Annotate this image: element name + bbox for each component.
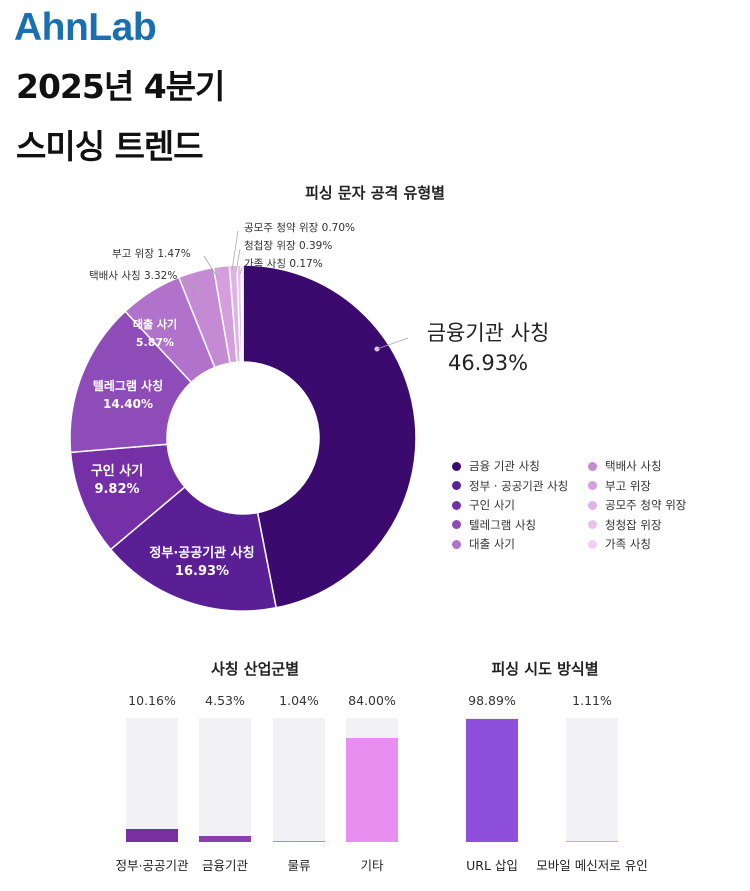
legend-item: 구인 사기 (452, 497, 515, 513)
donut-slice (69, 310, 193, 454)
leader-line (231, 230, 239, 271)
legend-item: 정부 · 공공기관 사칭 (452, 478, 568, 494)
bar-track (273, 718, 325, 842)
legend-swatch (588, 461, 597, 471)
bar (466, 719, 518, 842)
bar-track (466, 718, 518, 842)
donut-slice (240, 264, 244, 363)
bar (566, 840, 618, 842)
legend-swatch (588, 539, 597, 549)
slice-outside-label: 부고 위장 1.47% (112, 247, 191, 260)
legend-swatch (588, 520, 597, 529)
legend-swatch (452, 539, 461, 549)
legend-label: 부고 위장 (605, 478, 651, 493)
legend-label: 구인 사기 (469, 498, 515, 512)
slice-value-label: 14.40% (103, 397, 153, 411)
legend-item: 텔레그램 사칭 (452, 517, 536, 533)
legend-item: 가족 사칭 (588, 536, 651, 552)
bar-track (199, 718, 251, 842)
bar (199, 836, 251, 842)
slice-value-label: 46.93% (448, 351, 528, 375)
brand-logo: AhnLab (14, 6, 157, 49)
bar (346, 737, 398, 842)
bar-track (566, 718, 618, 842)
slice-outside-label: 가족 사칭 0.17% (244, 258, 323, 270)
bar-track (126, 718, 178, 842)
legend-item: 대출 사기 (452, 536, 515, 552)
bar (126, 829, 178, 842)
slice-label: 구인 사기 (91, 463, 143, 479)
leader-line (235, 248, 241, 273)
slice-label: 대출 사기 (133, 317, 177, 331)
page-title-line1: 2025년 4분기 (16, 67, 225, 106)
legend-label: 금융 기관 사칭 (469, 459, 540, 473)
donut-slice (109, 485, 278, 612)
legend-item: 부고 위장 (588, 478, 651, 494)
bar-category-label: 물류 (287, 858, 311, 873)
legend-item: 택배사 사칭 (588, 458, 662, 474)
legend-item: 공모주 청약 위장 (588, 497, 686, 513)
callout-line (376, 337, 409, 350)
bar-category-label: 모바일 메신저로 유인 (536, 858, 648, 873)
industry-chart-title: 사칭 산업군별 (210, 660, 300, 678)
bar-value-label: 84.00% (348, 693, 396, 708)
donut-chart-title: 피싱 문자 공격 유형별 (305, 184, 445, 202)
bar-track (346, 718, 398, 842)
slice-value-label: 16.93% (175, 564, 229, 579)
legend-label: 대출 사기 (469, 537, 515, 551)
bar-value-label: 4.53% (205, 693, 245, 708)
slice-value-label: 9.82% (94, 482, 139, 497)
legend-item: 청청잡 위장 (588, 517, 662, 533)
slice-outside-label: 청첩장 위장 0.39% (244, 239, 332, 252)
legend-label: 택배사 사칭 (605, 459, 662, 473)
leader-line (239, 267, 243, 275)
slice-label: 정부·공공기관 사칭 (149, 545, 254, 561)
bar-category-label: 금융기관 (201, 858, 248, 873)
legend-item: 금융 기관 사칭 (452, 458, 540, 474)
bar-value-label: 1.11% (572, 693, 612, 708)
bar-value-label: 1.04% (279, 693, 319, 708)
method-chart-title: 피싱 시도 방식별 (491, 660, 599, 678)
legend-swatch (588, 481, 597, 490)
legend-swatch (452, 500, 461, 510)
legend-swatch (452, 481, 461, 490)
bar-value-label: 10.16% (128, 693, 176, 708)
donut-slice (242, 264, 417, 609)
legend-label: 가족 사칭 (605, 537, 651, 551)
legend-swatch (452, 520, 461, 529)
slice-label: 금융기관 사칭 (427, 321, 550, 345)
slice-label: 텔레그램 사칭 (93, 378, 163, 393)
legend-label: 청청잡 위장 (605, 517, 662, 532)
legend-label: 정부 · 공공기관 사칭 (469, 478, 569, 493)
legend-label: 공모주 청약 위장 (605, 498, 687, 512)
slice-value-label: 5.87% (136, 336, 174, 349)
leader-line (203, 255, 219, 279)
leader-line (181, 279, 201, 291)
slice-outside-label: 공모주 청약 위장 0.70% (244, 221, 355, 234)
legend-swatch (588, 500, 597, 510)
bar-value-label: 98.89% (468, 693, 516, 708)
bar-category-label: URL 삽입 (466, 858, 518, 873)
bar (273, 840, 325, 842)
bar-category-label: 기타 (360, 858, 384, 873)
legend-label: 텔레그램 사칭 (469, 517, 537, 532)
slice-outside-label: 택배사 사칭 3.32% (89, 270, 177, 282)
bar-category-label: 정부·공공기관 (115, 858, 189, 873)
page-title-line2: 스미싱 트렌드 (16, 127, 204, 166)
legend-swatch (452, 461, 461, 471)
